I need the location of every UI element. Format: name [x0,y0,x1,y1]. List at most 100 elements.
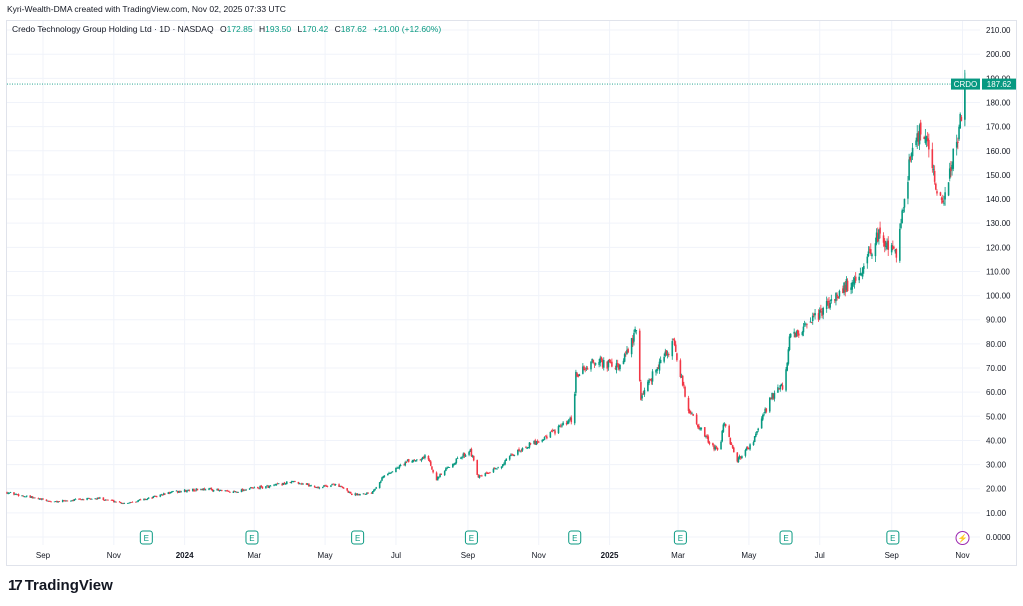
candle-body [32,497,35,499]
candle-body [666,354,669,356]
candle-body [804,323,807,325]
candle [802,323,805,337]
candle [454,462,456,465]
candle [875,228,878,246]
candle-body [22,495,25,497]
candle-body [860,274,863,275]
candle-body [144,498,146,500]
candle-body [936,191,938,194]
earnings-marker[interactable]: E [139,530,153,545]
candle [852,276,855,287]
candle [212,489,215,493]
candle [359,493,361,496]
candle-body [201,489,203,491]
time-tick-label: Nov [955,551,969,560]
candle-body [297,481,300,484]
candle-body [623,354,626,362]
candle-body [96,497,99,500]
candle [706,433,708,439]
earnings-marker[interactable]: E [351,530,365,545]
candle-body [917,132,920,142]
candle-body [829,303,831,308]
candle [901,208,903,224]
candle-body [554,430,556,434]
candle [944,186,946,206]
candle [448,467,451,468]
candle-body [843,282,845,293]
candle [785,367,787,392]
candle-body [331,483,333,485]
candle-body [537,441,540,443]
candle-body [828,300,830,309]
candle [244,489,246,491]
earnings-marker[interactable]: E [568,530,582,545]
candle-body [64,500,66,502]
candle [248,487,251,490]
candle-body [541,440,544,442]
candle-body [933,170,936,182]
candle-body [399,464,402,467]
candle [798,330,800,338]
earnings-marker[interactable]: E [886,530,900,545]
candle [388,471,390,475]
candle-body [882,235,885,243]
candle-body [162,493,165,495]
candle [389,472,391,474]
candle-body [923,136,926,140]
candle-body [893,247,895,249]
candle [803,320,806,327]
candle-body [736,452,739,462]
candle [932,164,935,176]
chart-frame[interactable] [6,20,1017,566]
candle-body [765,408,768,412]
candle [616,359,619,368]
candle-body [695,414,698,425]
candle-body [910,153,913,157]
candle [397,467,400,469]
candle-body [87,498,90,499]
candle-body [609,362,612,364]
candle [770,397,772,400]
candle [403,463,405,466]
candle-body [45,499,48,502]
candle [316,486,318,489]
tradingview-logo[interactable]: 17 TradingView [8,577,113,594]
candle-body [943,202,945,204]
candle [907,176,909,205]
candle [575,369,577,396]
candle [690,410,692,415]
candle-body [721,430,723,442]
candle [908,153,910,181]
candle-body [375,487,378,489]
candle-body [188,490,191,492]
candle [396,466,398,469]
event-label: E [469,534,474,543]
earnings-marker[interactable]: E [245,530,259,545]
price-tick-label: 180.00 [986,98,1011,107]
candle-body [794,332,797,338]
candle [909,155,912,163]
candle [829,299,831,310]
candle-body [267,485,270,488]
candle [49,500,51,502]
candle [42,498,44,500]
candle-body [952,148,955,169]
candle-body [951,164,953,170]
candle-body [606,361,609,369]
candle [903,198,906,213]
candle [948,162,951,182]
earnings-marker[interactable]: E [779,530,793,545]
candle-body [290,481,293,484]
candle [41,498,43,501]
candle [471,454,474,458]
candle [334,483,337,486]
candle-body [54,501,57,502]
dividend-marker[interactable]: ⚡ [955,531,970,545]
earnings-marker[interactable]: E [464,530,478,545]
candle-body [655,369,657,373]
candle [481,474,483,477]
candle [501,464,504,468]
earnings-marker[interactable]: E [673,530,687,545]
candle-body [86,498,88,500]
